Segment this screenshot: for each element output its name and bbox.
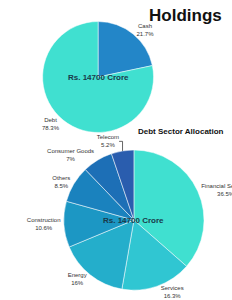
- svg-text:Rs. 14700 Crore: Rs. 14700 Crore: [68, 73, 129, 82]
- svg-text:Construction10.6%: Construction10.6%: [27, 217, 61, 231]
- svg-text:Debt Sector Allocation: Debt Sector Allocation: [138, 127, 224, 136]
- svg-text:Debt78.3%: Debt78.3%: [42, 117, 60, 131]
- svg-text:Financial Services36.5%: Financial Services36.5%: [201, 183, 232, 197]
- svg-text:Services16.3%: Services16.3%: [161, 285, 184, 299]
- svg-text:Cash21.7%: Cash21.7%: [136, 23, 154, 37]
- svg-text:Telecom5.2%: Telecom5.2%: [97, 134, 119, 148]
- svg-text:Rs. 14700 Crore: Rs. 14700 Crore: [103, 216, 164, 225]
- svg-text:Others8.5%: Others8.5%: [52, 175, 70, 189]
- svg-text:Consumer Goods7%: Consumer Goods7%: [47, 148, 94, 162]
- svg-text:Holdings: Holdings: [149, 6, 222, 25]
- svg-text:Energy16%: Energy16%: [68, 272, 87, 286]
